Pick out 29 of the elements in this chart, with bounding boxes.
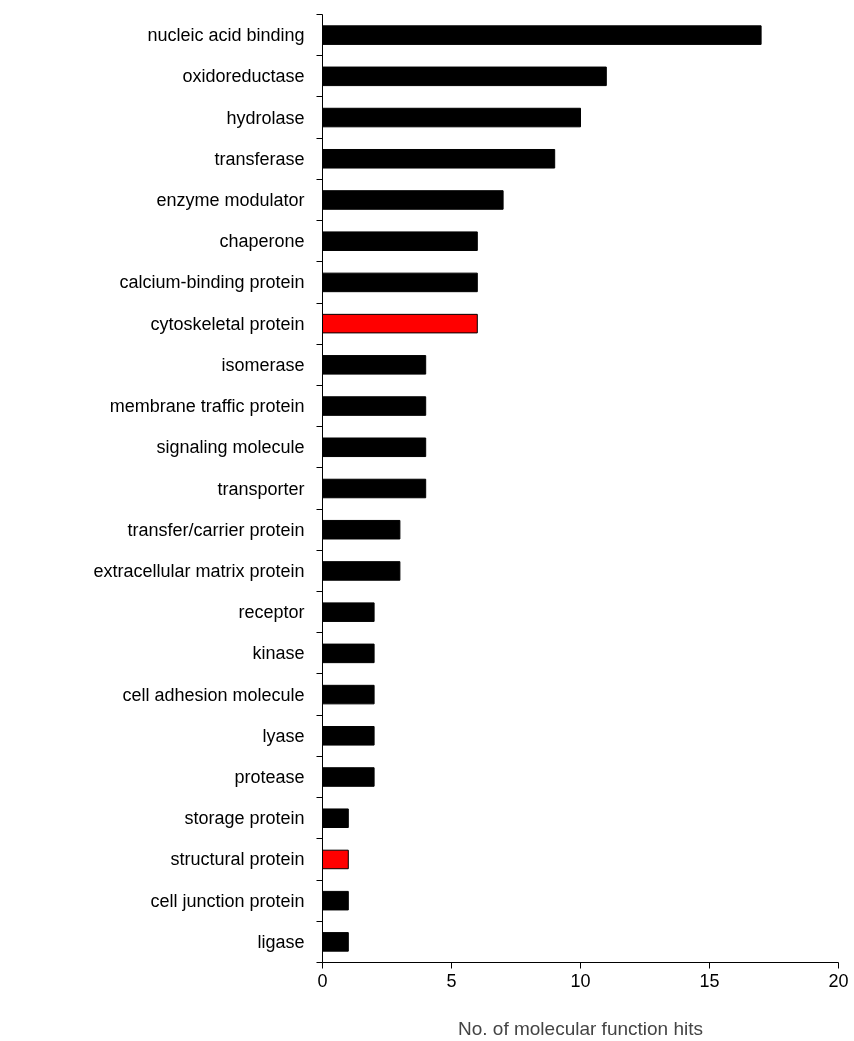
y-tick-label: transferase [214,148,305,169]
y-tick-label: chaperone [219,231,305,252]
x-tick-label: 15 [699,970,720,991]
y-tick-label: oxidoreductase [182,66,305,87]
y-tick-label: cell junction protein [150,890,305,911]
y-tick-label: protease [234,767,305,788]
y-tick-label: cytoskeletal protein [150,313,305,334]
y-tick-label: enzyme modulator [156,189,305,210]
x-tick-label: 5 [446,970,457,991]
x-tick-label: 10 [570,970,591,991]
y-tick-label: calcium-binding protein [119,272,305,293]
y-tick-label: isomerase [221,354,305,375]
y-tick-label: receptor [238,602,305,623]
y-tick-label: transfer/carrier protein [127,519,305,540]
y-tick-label: nucleic acid binding [147,25,305,46]
y-tick-label: cell adhesion molecule [122,684,305,705]
y-tick-label: signaling molecule [156,437,305,458]
x-tick-label: 20 [828,970,849,991]
y-tick-label: transporter [217,478,305,499]
y-tick-label: extracellular matrix protein [93,560,305,581]
y-tick-label: ligase [257,931,305,952]
x-tick-label: 0 [317,970,328,991]
y-tick-label: membrane traffic protein [109,396,305,417]
y-tick-label: lyase [262,725,305,746]
y-tick-label: hydrolase [226,107,305,128]
x-axis-title: No. of molecular function hits [458,1017,704,1039]
y-tick-label: kinase [252,643,305,664]
y-tick-label: storage protein [184,808,305,829]
y-tick-label: structural protein [170,849,305,870]
